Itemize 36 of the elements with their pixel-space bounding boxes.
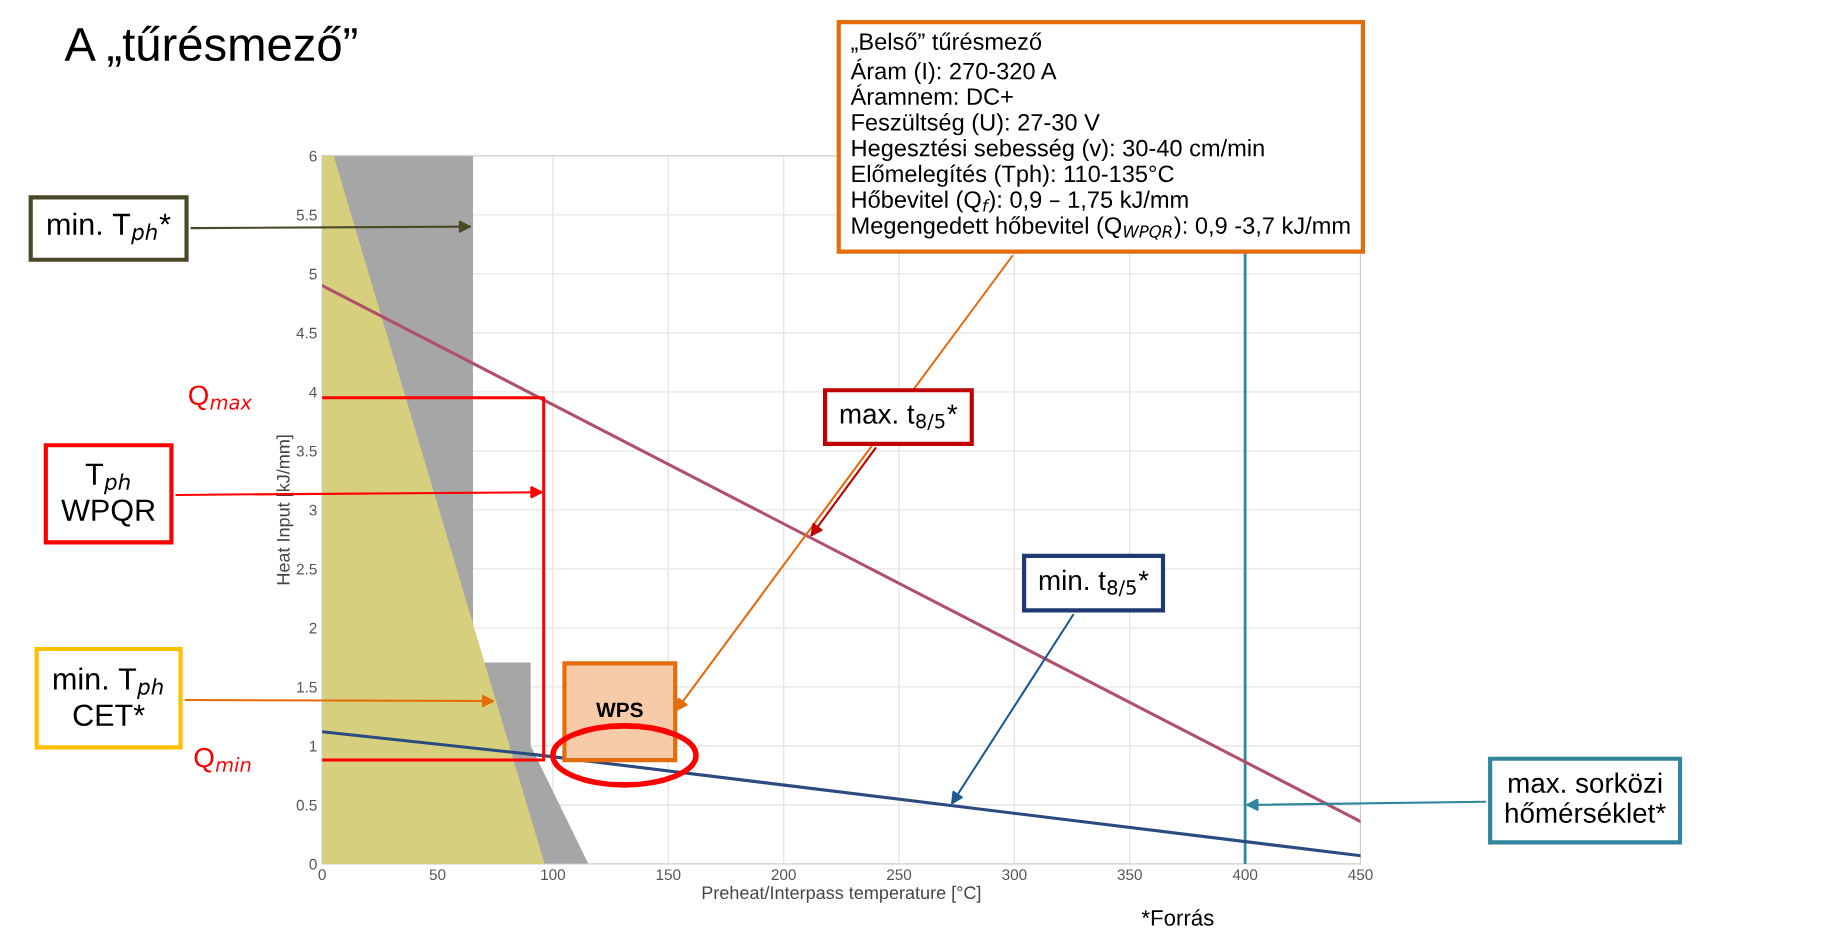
annotation: Q$_{min}$ bbox=[194, 747, 251, 773]
annotation: min. T$_{ph}$* bbox=[48, 212, 171, 245]
y-tick-label: 5.5 bbox=[296, 209, 317, 221]
annotation: max. t$_{8/5}$* bbox=[840, 404, 958, 430]
annotation: min. t$_{8/5}$* bbox=[1039, 569, 1149, 597]
text: *Forrás bbox=[1141, 909, 1214, 926]
text: „Belső” tűrésmező Áram (I): 270-320 A Áramnem: DC+ Feszültség (U): 27-30 V Hegesztési sebesség (v): 30-40 cm/min Előmelegítés (Tph): 110-135°C Hőbevitel (Q$_{f}$): 0,9 – 1,75 kJ/mm Megengedett hőbevitel (Q$_{WPQR}$): 0,9 -3,7 kJ/mm bbox=[850, 32, 1350, 240]
y-tick-label: 1.5 bbox=[297, 681, 317, 693]
x-tick-label: 450 bbox=[1348, 869, 1373, 881]
y-tick-label: 0 bbox=[309, 858, 317, 870]
annotation: Q$_{max}$ bbox=[189, 385, 253, 411]
annotation: T$_{ph}$ WPQR bbox=[61, 463, 155, 527]
y-tick-label: 0.5 bbox=[296, 799, 317, 811]
chart-title: A „tűrésmező” bbox=[64, 25, 357, 67]
annotation: WPS bbox=[596, 702, 643, 718]
y-tick-label: 3 bbox=[309, 504, 317, 516]
x-tick-label: 150 bbox=[656, 869, 681, 881]
y-tick-label: 6 bbox=[309, 150, 317, 162]
x-tick-label: 300 bbox=[1002, 869, 1027, 881]
x-tick-label: 350 bbox=[1117, 869, 1142, 881]
x-tick-label: 50 bbox=[429, 869, 446, 881]
y-tick-label: 4.5 bbox=[296, 327, 317, 339]
x-tick-label: 0 bbox=[318, 869, 326, 881]
x-axis-title: Preheat/Interpass temperature [°C] bbox=[702, 885, 981, 903]
y-tick-label: 5 bbox=[309, 268, 317, 280]
x-tick-label: 400 bbox=[1232, 869, 1258, 881]
y-tick-label: 2.5 bbox=[296, 563, 317, 575]
x-tick-label: 200 bbox=[771, 869, 796, 881]
y-tick-label: 4 bbox=[309, 386, 317, 398]
x-tick-label: 100 bbox=[541, 869, 566, 881]
y-tick-label: 2 bbox=[309, 622, 317, 634]
y-tick-label: 3.5 bbox=[296, 445, 317, 457]
annotation: min. T$_{ph}$ CET* bbox=[53, 667, 163, 727]
x-tick-label: 250 bbox=[887, 869, 912, 881]
annotation: max. sorközi hőmérséklet* bbox=[1505, 772, 1666, 823]
y-tick-label: 1 bbox=[309, 740, 317, 752]
